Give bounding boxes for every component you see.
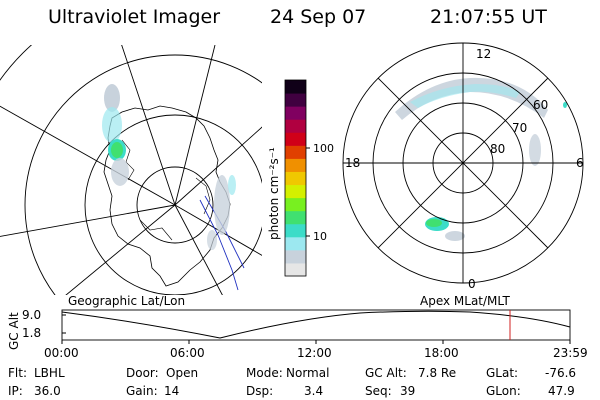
seq-label: Seq: <box>365 384 392 398</box>
colorbar-segment <box>285 210 306 225</box>
colorbar-tick: 10 <box>313 230 327 243</box>
observation-time: 21:07:55 UT <box>430 6 547 28</box>
ip-label: IP: <box>8 384 23 398</box>
geographic-map <box>0 45 262 295</box>
mlt-label-left: 18 <box>345 156 360 170</box>
coast-detail <box>121 139 211 241</box>
observation-date: 24 Sep 07 <box>270 6 367 28</box>
gain-label: Gain: <box>126 384 158 398</box>
aurora-emission <box>102 84 236 250</box>
boundary-line <box>199 199 239 291</box>
mlt-label-right: 6 <box>576 156 584 170</box>
mlt-line-diag <box>377 77 549 249</box>
colorbar-segment <box>285 106 306 120</box>
x-tick-label: 12:00 <box>297 346 332 360</box>
mode-value: Normal <box>286 366 330 380</box>
colorbar <box>285 80 306 277</box>
flt-value: LBHL <box>34 366 65 380</box>
colorbar-segment <box>285 158 306 172</box>
colorbar-segment <box>285 119 306 133</box>
lat-label: 80 <box>490 142 505 156</box>
colorbar-segment <box>285 132 306 146</box>
colorbar-segment <box>285 223 306 238</box>
y-tick-label: 9.0 <box>22 308 41 322</box>
glat-label: GLat: <box>486 366 519 380</box>
gc-alt-value: 7.8 Re <box>418 366 457 380</box>
meridian <box>174 126 262 206</box>
glon-value: 47.9 <box>548 384 575 398</box>
polar-map-label: Apex MLat/MLT <box>420 294 510 308</box>
x-tick-label: 00:00 <box>44 346 79 360</box>
y-tick-label: 1.8 <box>22 326 41 340</box>
colorbar-segment <box>285 236 306 251</box>
gain-value: 14 <box>164 384 180 398</box>
geo-map-label: Geographic Lat/Lon <box>68 294 185 308</box>
lat-label: 70 <box>512 121 527 135</box>
colorbar-segment <box>285 171 306 186</box>
alt-plot-ylabel: GC Alt <box>7 312 21 350</box>
meridian <box>65 204 176 295</box>
lat-circle <box>136 166 214 244</box>
colorbar-segment <box>285 249 306 264</box>
altitude-curve <box>61 310 571 339</box>
colorbar-segment <box>285 197 306 212</box>
colorbar-segment <box>285 145 306 159</box>
meridian <box>174 45 216 206</box>
door-value: Open <box>166 366 199 380</box>
mlt-label-bottom: 0 <box>468 277 476 291</box>
x-tick-label: 06:00 <box>170 346 205 360</box>
meridian <box>0 105 176 206</box>
meridian <box>174 204 223 295</box>
colorbar-tick: 100 <box>313 142 334 155</box>
glat-value: -76.6 <box>545 366 577 380</box>
door-label: Door: <box>126 366 159 380</box>
aurora-emission <box>395 77 567 241</box>
ip-value: 36.0 <box>34 384 61 398</box>
boundary-line <box>204 195 245 269</box>
app-title: Ultraviolet Imager <box>48 6 221 28</box>
meridian <box>121 45 176 206</box>
dsp-label: Dsp: <box>246 384 274 398</box>
colorbar-segment <box>285 184 306 199</box>
lat-label: 60 <box>533 98 548 112</box>
gc-alt-label: GC Alt: <box>365 366 407 380</box>
colorbar-segment <box>285 80 306 94</box>
lat-circle <box>24 54 262 295</box>
mode-label: Mode: <box>246 366 283 380</box>
x-tick-label: 18:00 <box>424 346 459 360</box>
lat-circle <box>84 114 262 295</box>
polar-map <box>342 42 584 284</box>
flt-label: Flt: <box>8 366 27 380</box>
continent-outline <box>103 105 231 287</box>
altitude-plot <box>61 309 571 344</box>
glon-label: GLon: <box>486 384 521 398</box>
meridian <box>0 204 176 237</box>
x-tick-label: 23:59 <box>553 346 588 360</box>
dsp-value: 3.4 <box>304 384 324 398</box>
colorbar-unit: photon cm⁻²s⁻¹ <box>267 147 281 240</box>
colorbar-segment <box>285 262 306 277</box>
seq-value: 39 <box>400 384 416 398</box>
colorbar-segment <box>285 93 306 107</box>
mlt-label-top: 12 <box>476 47 491 61</box>
